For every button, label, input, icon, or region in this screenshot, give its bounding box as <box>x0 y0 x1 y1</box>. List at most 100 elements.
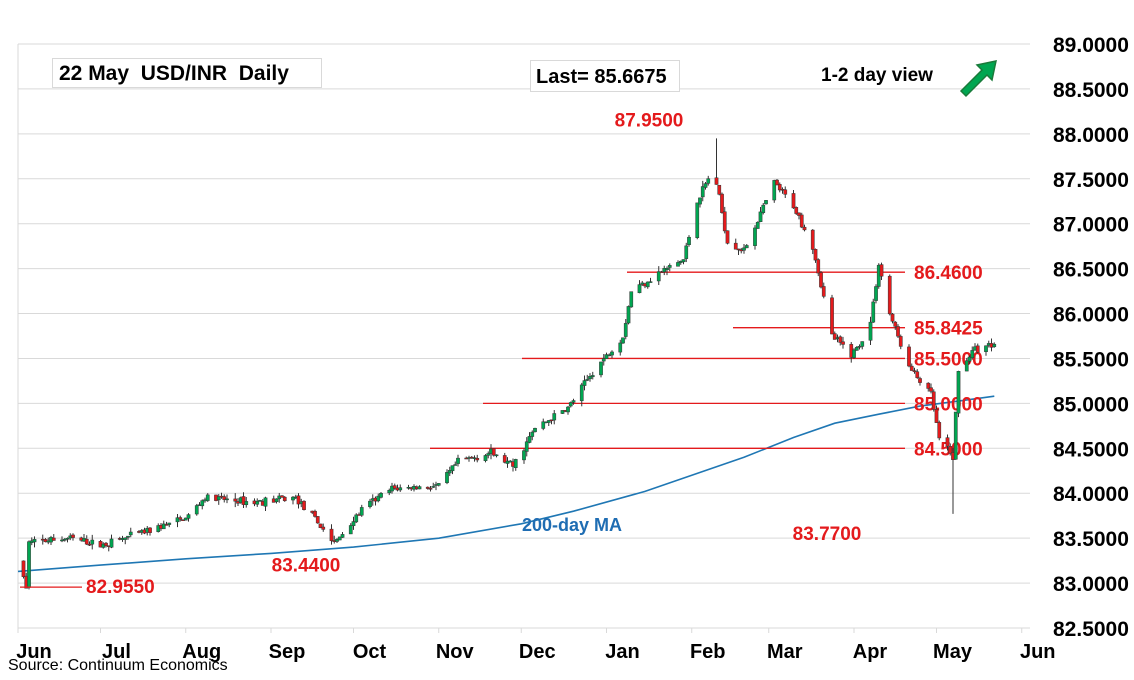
candle-body <box>376 495 381 502</box>
candle-body <box>838 336 843 343</box>
candle-body <box>579 384 584 402</box>
candle-body <box>568 402 573 407</box>
candle-body <box>610 351 614 356</box>
candle-body <box>852 349 856 358</box>
candle-body <box>178 517 183 520</box>
candle-body <box>975 345 980 353</box>
candle-body <box>791 193 796 209</box>
candle-body <box>722 211 727 232</box>
candle-body <box>533 427 537 433</box>
candle-body <box>282 496 287 502</box>
candle-body <box>733 242 738 250</box>
candle-body <box>604 354 609 359</box>
candle-body <box>703 183 708 188</box>
candle-body <box>183 517 188 521</box>
candle-body <box>494 454 499 457</box>
candle-body <box>797 212 801 216</box>
candle-body <box>890 313 895 322</box>
x-tick-label: Jan <box>605 641 639 663</box>
candle-body <box>896 326 900 337</box>
candle-body <box>161 523 166 530</box>
candle-body <box>819 272 823 288</box>
candle-body <box>486 453 491 456</box>
candle-body <box>428 488 433 490</box>
view-label: 1-2 day view <box>821 65 933 86</box>
candle-body <box>648 281 653 283</box>
candle-body <box>527 436 532 443</box>
point-label: 83.7700 <box>793 524 862 545</box>
candle-body <box>929 387 933 392</box>
candle-body <box>681 259 686 263</box>
candle-body <box>368 500 372 508</box>
x-tick-label: Aug <box>182 641 221 663</box>
candle-body <box>524 441 529 452</box>
candle-body <box>335 539 339 542</box>
candle-body <box>450 465 455 472</box>
candle-body <box>970 350 975 358</box>
candle-body <box>379 493 383 498</box>
candle-body <box>799 214 804 228</box>
candle-body <box>348 525 353 535</box>
candle-body <box>893 321 898 327</box>
candle-body <box>725 230 730 244</box>
candle-body <box>802 226 807 231</box>
candle-body <box>241 496 246 505</box>
candle-body <box>43 539 48 543</box>
candle-body <box>753 227 757 246</box>
candle-body <box>659 271 664 273</box>
candle-body <box>832 333 837 340</box>
candle-body <box>571 400 576 403</box>
y-tick-label: 83.0000 <box>1053 573 1129 596</box>
candle-body <box>398 487 403 491</box>
candle-body <box>626 306 631 324</box>
level-label: 86.4600 <box>914 263 983 284</box>
y-tick-label: 86.0000 <box>1053 304 1129 327</box>
x-axis-tick-labels: Jun Jul Aug Sep Oct Nov Dec Jan Feb Mar Apr May Jun <box>16 641 1055 663</box>
candle-body <box>491 448 496 456</box>
candle-body <box>695 202 700 238</box>
y-axis-tick-labels: 82.5000 83.0000 83.5000 84.0000 84.5000 85.00… <box>1053 34 1129 641</box>
candle-body <box>62 538 67 541</box>
candle-body <box>637 284 642 294</box>
candle-body <box>340 534 345 538</box>
candle-body <box>27 541 31 588</box>
candle-body <box>431 486 436 488</box>
x-tick-label: Oct <box>353 641 387 663</box>
y-tick-label: 84.0000 <box>1053 483 1129 506</box>
candle-body <box>744 245 749 249</box>
candle-body <box>263 497 268 507</box>
candle-body <box>964 360 969 372</box>
candle-body <box>546 420 551 423</box>
candle-body <box>280 495 284 498</box>
candle-body <box>912 370 917 372</box>
candle-body <box>425 486 430 489</box>
candle-body <box>87 543 92 546</box>
candle-body <box>222 496 227 500</box>
candle-body <box>758 211 763 223</box>
candle-body <box>318 523 323 529</box>
candle-body <box>700 186 705 198</box>
candle-body <box>321 526 326 530</box>
candle-body <box>32 539 37 543</box>
chart-title: 22 May USD/INR Daily <box>52 58 322 88</box>
y-tick-label: 84.5000 <box>1053 438 1129 461</box>
candle-body <box>821 286 826 297</box>
level-label: 85.0000 <box>914 394 983 415</box>
candle-body <box>359 507 364 516</box>
candle-body <box>645 281 650 288</box>
candle-body <box>857 346 862 348</box>
candle-body <box>621 337 625 344</box>
candle-body <box>148 527 152 533</box>
candle-body <box>967 356 972 362</box>
candle-body <box>772 180 777 201</box>
candle-body <box>607 354 612 357</box>
candle-body <box>354 514 359 523</box>
candle-body <box>601 358 606 362</box>
candle-body <box>717 184 722 195</box>
candle-body <box>84 538 89 545</box>
candle-body <box>560 410 565 414</box>
candle-body <box>200 500 205 507</box>
level-label: 84.5000 <box>914 439 983 460</box>
x-tick-label: Mar <box>767 641 803 663</box>
